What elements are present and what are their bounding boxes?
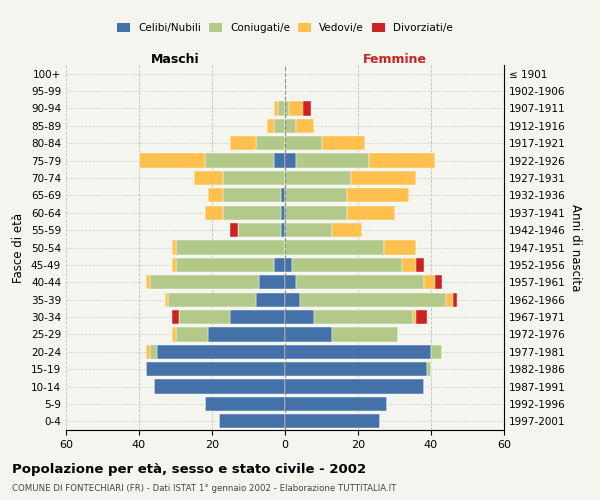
Bar xyxy=(285,397,387,411)
Bar xyxy=(274,102,278,116)
Bar xyxy=(230,223,238,237)
Bar xyxy=(168,292,256,307)
Bar xyxy=(285,206,347,220)
Bar xyxy=(223,188,281,202)
Bar xyxy=(413,310,416,324)
Bar xyxy=(347,188,409,202)
Bar xyxy=(274,154,285,168)
Bar xyxy=(285,171,350,185)
Y-axis label: Anni di nascita: Anni di nascita xyxy=(569,204,582,291)
Bar xyxy=(146,362,285,376)
Bar xyxy=(172,258,176,272)
Bar xyxy=(285,380,424,394)
Bar xyxy=(332,328,398,342)
Bar xyxy=(427,362,431,376)
Bar xyxy=(383,240,416,254)
Bar xyxy=(230,310,285,324)
Bar xyxy=(285,102,289,116)
Bar xyxy=(139,154,205,168)
Bar xyxy=(332,223,362,237)
Bar xyxy=(285,118,296,133)
Bar xyxy=(230,136,256,150)
Bar xyxy=(281,223,285,237)
Bar xyxy=(176,328,208,342)
Bar xyxy=(172,328,176,342)
Bar xyxy=(278,102,285,116)
Bar xyxy=(274,258,285,272)
Bar xyxy=(150,344,157,359)
Bar xyxy=(303,102,311,116)
Bar xyxy=(256,292,285,307)
Bar xyxy=(446,292,453,307)
Bar xyxy=(150,275,259,289)
Bar xyxy=(267,118,274,133)
Bar xyxy=(285,292,299,307)
Bar xyxy=(238,223,281,237)
Bar xyxy=(434,275,442,289)
Bar xyxy=(223,206,281,220)
Legend: Celibi/Nubili, Coniugati/e, Vedovi/e, Divorziati/e: Celibi/Nubili, Coniugati/e, Vedovi/e, Di… xyxy=(113,19,457,38)
Bar xyxy=(176,240,285,254)
Bar xyxy=(157,344,285,359)
Bar xyxy=(172,240,176,254)
Bar xyxy=(289,102,303,116)
Bar xyxy=(179,310,230,324)
Bar xyxy=(205,397,285,411)
Bar xyxy=(369,154,434,168)
Bar xyxy=(296,275,424,289)
Bar xyxy=(205,154,274,168)
Bar xyxy=(350,171,416,185)
Bar xyxy=(205,206,223,220)
Bar xyxy=(281,188,285,202)
Bar xyxy=(194,171,223,185)
Bar xyxy=(146,275,150,289)
Bar xyxy=(285,344,431,359)
Bar xyxy=(154,380,285,394)
Bar xyxy=(285,136,322,150)
Bar xyxy=(314,310,413,324)
Bar xyxy=(220,414,285,428)
Bar xyxy=(274,118,285,133)
Bar xyxy=(208,188,223,202)
Bar xyxy=(256,136,285,150)
Bar xyxy=(223,171,285,185)
Bar xyxy=(285,414,380,428)
Bar xyxy=(176,258,274,272)
Bar xyxy=(416,258,424,272)
Bar xyxy=(285,188,347,202)
Bar xyxy=(285,362,427,376)
Bar xyxy=(208,328,285,342)
Y-axis label: Fasce di età: Fasce di età xyxy=(13,212,25,282)
Text: COMUNE DI FONTECHIARI (FR) - Dati ISTAT 1° gennaio 2002 - Elaborazione TUTTITALI: COMUNE DI FONTECHIARI (FR) - Dati ISTAT … xyxy=(12,484,397,493)
Bar xyxy=(285,258,292,272)
Text: Popolazione per età, sesso e stato civile - 2002: Popolazione per età, sesso e stato civil… xyxy=(12,462,366,475)
Bar xyxy=(296,154,369,168)
Bar xyxy=(281,206,285,220)
Bar xyxy=(285,275,296,289)
Bar xyxy=(299,292,446,307)
Bar xyxy=(322,136,365,150)
Bar xyxy=(164,292,168,307)
Text: Femmine: Femmine xyxy=(362,53,427,66)
Bar xyxy=(453,292,457,307)
Bar xyxy=(285,154,296,168)
Text: Maschi: Maschi xyxy=(151,53,200,66)
Bar xyxy=(416,310,427,324)
Bar xyxy=(285,310,314,324)
Bar xyxy=(424,275,434,289)
Bar xyxy=(347,206,395,220)
Bar xyxy=(285,328,332,342)
Bar xyxy=(285,240,383,254)
Bar xyxy=(146,344,150,359)
Bar xyxy=(292,258,402,272)
Bar xyxy=(285,223,332,237)
Bar xyxy=(296,118,314,133)
Bar xyxy=(402,258,416,272)
Bar xyxy=(172,310,179,324)
Bar xyxy=(431,344,442,359)
Bar xyxy=(259,275,285,289)
